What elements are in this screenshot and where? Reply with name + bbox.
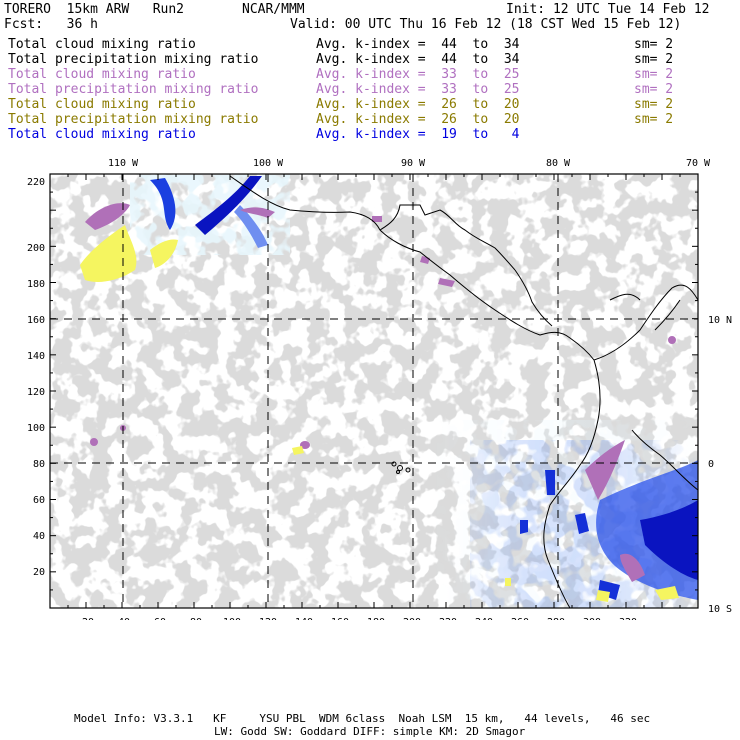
x-tick-label: 60 (154, 617, 166, 620)
y-tick-label: 160 (27, 315, 45, 326)
legend-k-index: Avg. k-index = 19 to 4 (316, 127, 520, 142)
legend-smoothing: sm= 2 (634, 67, 674, 82)
yellow-patch-nw-2 (150, 239, 178, 268)
forecast-hour: Fcst: 36 h (4, 17, 98, 32)
x-tick-label: 40 (118, 617, 130, 620)
yellow-patch-nw (80, 225, 137, 282)
y-tick-label: 220 (27, 177, 45, 188)
legend-field: Total cloud mixing ratio (8, 127, 196, 142)
purple-patch-nw (85, 203, 130, 230)
org-label: NCAR/MMM (242, 2, 305, 17)
y-tick-label: 80 (33, 459, 45, 470)
y-tick-label: 200 (27, 243, 45, 254)
legend-k-index: Avg. k-index = 33 to 25 (316, 67, 520, 82)
lat-lon-grid (50, 174, 698, 608)
lon-label-70w: 70 W (686, 158, 711, 169)
longitude-labels: 110 W 100 W 90 W 80 W 70 W (108, 158, 711, 169)
legend-smoothing: sm= 2 (634, 112, 674, 127)
x-tick-labels: 20 40 60 80 100 120 140 160 180 200 220 … (82, 617, 637, 620)
legend-field: Total precipitation mixing ratio (8, 52, 259, 67)
x-tick-label: 160 (331, 617, 349, 620)
latitude-labels: 10 N 0 10 S (708, 315, 732, 615)
cloud-field-layer (50, 174, 698, 608)
blue-band-north-3 (234, 205, 268, 248)
legend-smoothing: sm= 2 (634, 97, 674, 112)
y-tick-label: 100 (27, 423, 45, 434)
lon-label-80w: 80 W (546, 158, 571, 169)
x-tick-label: 140 (295, 617, 313, 620)
blue-band-north (150, 178, 176, 230)
x-tick-label: 300 (583, 617, 601, 620)
blue-band-north-2 (195, 176, 262, 235)
legend-k-index: Avg. k-index = 44 to 34 (316, 52, 520, 67)
lat-label-10n: 10 N (708, 315, 732, 326)
x-tick-label: 200 (403, 617, 421, 620)
y-tick-label: 20 (33, 567, 45, 578)
x-tick-label: 100 (223, 617, 241, 620)
x-tick-label: 240 (475, 617, 493, 620)
legend-k-index: Avg. k-index = 26 to 20 (316, 97, 520, 112)
model-title: TORERO 15km ARW Run2 (4, 2, 185, 17)
valid-time: Valid: 00 UTC Thu 16 Feb 12 (18 CST Wed … (290, 17, 682, 32)
lat-label-0: 0 (708, 459, 714, 470)
physics-info: LW: Godd SW: Goddard DIFF: simple KM: 2D… (214, 725, 526, 738)
y-tick-label: 40 (33, 531, 45, 542)
purple-patch-north (240, 207, 275, 218)
purple-patch-coast (372, 216, 455, 287)
x-tick-label: 20 (82, 617, 94, 620)
legend-field: Total cloud mixing ratio (8, 67, 196, 82)
purple-patch-south (620, 553, 645, 582)
legend-k-index: Avg. k-index = 26 to 20 (316, 112, 520, 127)
legend-smoothing: sm= 2 (634, 52, 674, 67)
legend-smoothing: sm= 2 (634, 37, 674, 52)
blue-patches (520, 470, 620, 600)
lon-label-100w: 100 W (253, 158, 284, 169)
x-tick-label: 80 (190, 617, 202, 620)
legend-field: Total precipitation mixing ratio (8, 112, 259, 127)
x-tick-label: 120 (259, 617, 277, 620)
blue-core-east (640, 500, 698, 580)
x-tick-label: 220 (439, 617, 457, 620)
y-tick-label: 120 (27, 387, 45, 398)
lat-label-10s: 10 S (708, 604, 732, 615)
legend-smoothing: sm= 2 (634, 82, 674, 97)
y-tick-marks (50, 191, 698, 591)
legend-k-index: Avg. k-index = 44 to 34 (316, 37, 520, 52)
x-tick-label: 280 (547, 617, 565, 620)
y-tick-labels: 20 40 60 80 100 120 140 160 180 200 220 (27, 177, 45, 578)
x-tick-marks (67, 174, 681, 608)
legend-field: Total cloud mixing ratio (8, 37, 196, 52)
init-time: Init: 12 UTC Tue 14 Feb 12 (506, 2, 710, 17)
legend-k-index: Avg. k-index = 33 to 25 (316, 82, 520, 97)
x-tick-label: 180 (367, 617, 385, 620)
lon-label-110w: 110 W (108, 158, 139, 169)
model-info: Model Info: V3.3.1 KF YSU PBL WDM 6class… (74, 712, 651, 725)
x-tick-label: 320 (619, 617, 637, 620)
galapagos-islands (391, 461, 411, 474)
purple-patch-ecuador (585, 440, 625, 500)
y-tick-label: 60 (33, 495, 45, 506)
lon-label-90w: 90 W (401, 158, 426, 169)
forecast-map: 20 40 60 80 100 120 140 160 180 200 220 … (27, 158, 732, 620)
legend-field: Total cloud mixing ratio (8, 97, 196, 112)
coastlines (229, 175, 698, 608)
y-tick-label: 140 (27, 351, 45, 362)
x-tick-label: 260 (511, 617, 529, 620)
legend-field: Total precipitation mixing ratio (8, 82, 259, 97)
y-tick-label: 180 (27, 279, 45, 290)
